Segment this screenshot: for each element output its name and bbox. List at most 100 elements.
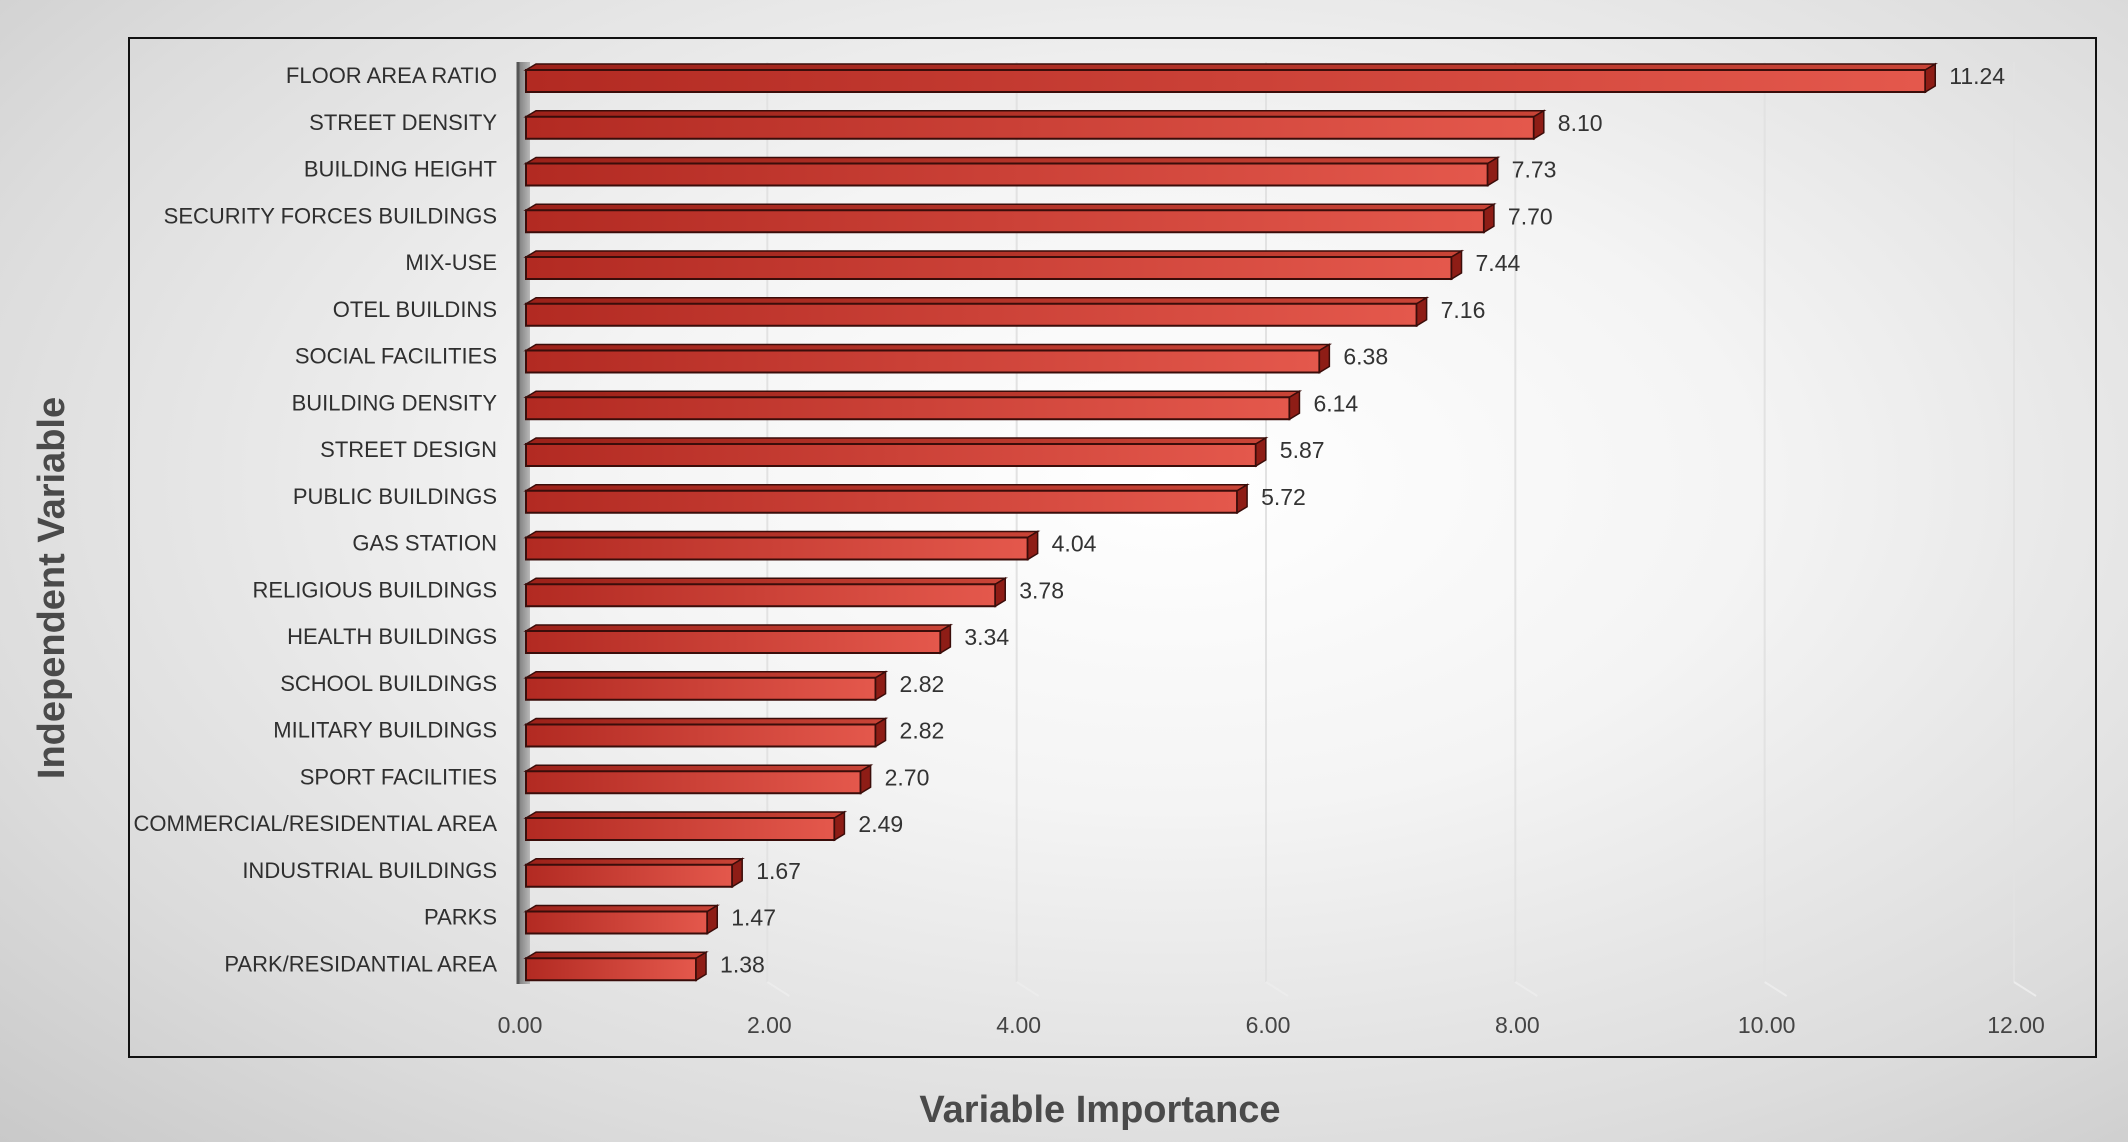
value-label: 1.38 (720, 951, 765, 977)
value-label: 7.16 (1441, 297, 1486, 323)
gridline-floor (766, 981, 790, 997)
y-axis-wall-face (518, 62, 530, 984)
value-label: 5.87 (1280, 437, 1325, 463)
bar-front-face (525, 957, 698, 982)
bar-end-face (859, 763, 872, 795)
x-tick-label: 0.00 (498, 1012, 543, 1038)
bar-front-face (525, 910, 709, 935)
x-tick-label: 10.00 (1738, 1012, 1796, 1038)
bar-end-face (874, 717, 887, 748)
bar (523, 717, 889, 748)
x-tick-label: 8.00 (1495, 1012, 1540, 1038)
bar-front-face (525, 630, 942, 654)
category-label: PUBLIC BUILDINGS (293, 484, 497, 509)
bar-front-face (525, 676, 877, 701)
category-label: BUILDING DENSITY (292, 390, 498, 415)
bar-end-face (1415, 296, 1428, 328)
bar-end-face (1255, 436, 1267, 468)
category-label: RELIGIOUS BUILDINGS (252, 577, 497, 602)
bar (523, 530, 1041, 561)
category-label: FLOOR AREA RATIO (286, 63, 497, 88)
value-labels: 11.24 8.107.73 7.70 7.44 7.16 6.38 6.14 5.87 5.7… (720, 63, 2005, 977)
category-label: OTEL BUILDINS (333, 297, 497, 322)
bar (523, 857, 745, 889)
category-label: SECURITY FORCES BUILDINGS (164, 203, 497, 228)
bar-end-face (939, 623, 952, 655)
category-label: MILITARY BUILDINGS (273, 718, 497, 743)
bar (523, 202, 1497, 234)
bar-front-face (525, 256, 1453, 280)
bar-end-face (1288, 389, 1301, 421)
category-label: PARKS (424, 905, 497, 930)
category-label: PARK/RESIDANTIAL AREA (224, 951, 497, 976)
bar-front-face (525, 863, 734, 888)
value-label: 5.72 (1261, 484, 1306, 510)
bar-end-face (994, 576, 1006, 608)
x-tick-labels: 0.00 2.00 4.00 6.00 8.00 10.00 12.00 (498, 1012, 2045, 1038)
bar (523, 156, 1501, 187)
bar (523, 249, 1465, 281)
category-label: BUILDING HEIGHT (304, 157, 497, 182)
bar-front-face (525, 770, 862, 795)
gridline-floor (2013, 981, 2037, 997)
value-label: 4.04 (1052, 531, 1097, 557)
bar-end-face (1026, 530, 1039, 561)
bar-end-face (731, 857, 743, 889)
bars (523, 62, 1938, 982)
value-label: 3.78 (1019, 577, 1064, 603)
bar-end-face (1450, 249, 1463, 281)
value-label: 2.82 (900, 671, 945, 697)
value-label: 11.24 (1949, 63, 2005, 89)
gridline-floor (1514, 981, 1538, 997)
bar (523, 623, 954, 655)
y-axis-title: Independent Variable (31, 397, 73, 779)
bar-front-face (525, 396, 1291, 421)
bar-end-face (1486, 156, 1499, 187)
category-label: STREET DENSITY (309, 110, 497, 135)
bar-front-face (525, 817, 836, 841)
bar-end-face (1318, 343, 1331, 374)
bar (523, 62, 1938, 94)
bar (523, 389, 1303, 421)
bar-end-face (695, 950, 707, 982)
bar-front-face (525, 443, 1257, 467)
value-label: 1.67 (756, 858, 801, 884)
category-label: GAS STATION (352, 531, 497, 556)
bar-front-face (525, 69, 1927, 93)
bar (523, 343, 1333, 374)
bar (523, 763, 874, 795)
category-label: INDUSTRIAL BUILDINGS (242, 858, 497, 883)
x-tick-label: 12.00 (1987, 1012, 2045, 1038)
bar (523, 109, 1547, 141)
y-axis-wall (516, 62, 530, 984)
bar-end-face (1533, 109, 1545, 141)
gridlines (766, 62, 2037, 997)
category-label: SCHOOL BUILDINGS (280, 671, 497, 696)
value-label: 8.10 (1558, 110, 1603, 136)
bar-front-face (525, 489, 1239, 514)
category-label: MIX-USE (405, 250, 497, 275)
x-tick-label: 4.00 (996, 1012, 1041, 1038)
bar (523, 576, 1008, 608)
value-label: 7.44 (1476, 250, 1521, 276)
category-label: STREET DESIGN (320, 437, 497, 462)
gridline-floor (1016, 981, 1040, 997)
bar-front-face (525, 723, 877, 748)
value-label: 6.14 (1313, 390, 1358, 416)
bar-end-face (833, 810, 846, 842)
category-label: SPORT FACILITIES (300, 764, 497, 789)
bar-end-face (1236, 483, 1248, 515)
value-label: 2.70 (885, 764, 930, 790)
bar-front-face (525, 302, 1418, 327)
value-label: 7.70 (1508, 203, 1553, 229)
gridline-floor (1265, 981, 1289, 997)
bar (523, 810, 848, 842)
bar-end-face (706, 904, 719, 935)
x-tick-label: 2.00 (747, 1012, 792, 1038)
bar-end-face (874, 670, 887, 702)
gridline-floor (1764, 981, 1788, 997)
bar-front-face (525, 162, 1489, 187)
x-axis-title: Variable Importance (919, 1089, 1280, 1131)
bar-front-face (525, 583, 997, 608)
